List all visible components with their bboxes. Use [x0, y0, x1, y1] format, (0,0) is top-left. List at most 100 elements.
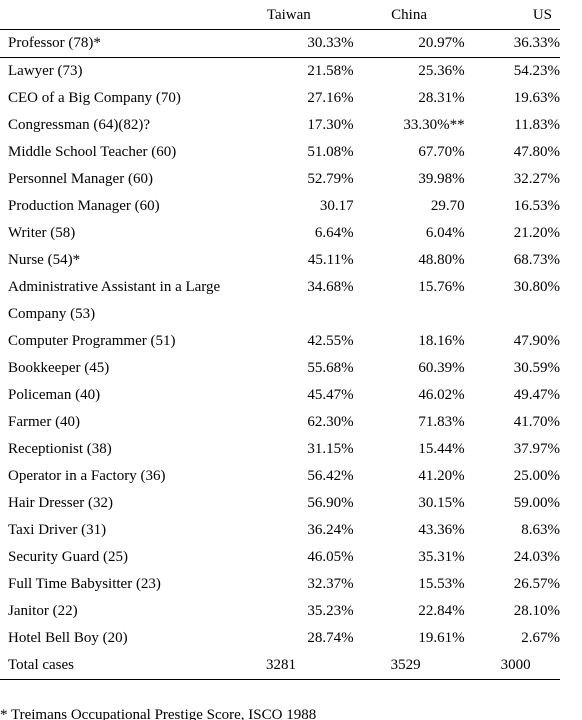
- table-row: Total cases 3281 3529 3000: [0, 652, 560, 680]
- cell-value: 55.68%: [307, 360, 354, 376]
- table-row: Operator in a Factory (36) 56.42% 41.20% 25…: [0, 463, 560, 490]
- row-label: Nurse (54)*: [8, 252, 81, 268]
- cell-value: 41.20%: [418, 468, 465, 484]
- table-row: Hotel Bell Boy (20) 28.74% 19.61% 2.67%: [0, 625, 560, 652]
- cell-value: 47.90%: [513, 333, 560, 349]
- row-label: Personnel Manager (60): [8, 171, 153, 187]
- row-label: Lawyer (73): [8, 63, 83, 79]
- table-row: Congressman (64)(82)? 17.30% 33.30%** 11.83…: [0, 112, 560, 139]
- cell-value: 46.02%: [418, 387, 465, 403]
- table-row: CEO of a Big Company (70) 27.16% 28.31% 19.…: [0, 85, 560, 112]
- cell-value: 43.36%: [418, 522, 465, 538]
- cell-value: 28.31%: [418, 90, 465, 106]
- row-label: Production Manager (60): [8, 198, 160, 214]
- cell-value: 45.11%: [307, 252, 354, 268]
- header-cell: [0, 2, 224, 30]
- cell-value: 11.83%: [514, 117, 560, 133]
- cell-value: 27.16%: [307, 90, 354, 106]
- cell-value: 22.84%: [418, 603, 465, 619]
- table-row: Production Manager (60) 30.17 29.70 16.53%: [0, 193, 560, 220]
- row-label: Bookkeeper (45): [8, 360, 110, 376]
- cell-value: 15.44%: [418, 441, 465, 457]
- table-row: Middle School Teacher (60) 51.08% 67.70% 47…: [0, 139, 560, 166]
- cell-value: 15.53%: [418, 576, 465, 592]
- table-row: Lawyer (73) 21.58% 25.36% 54.23%: [0, 58, 560, 86]
- cell-value: 30.59%: [513, 360, 560, 376]
- cell-value: 19.63%: [513, 90, 560, 106]
- cell-value: 33.30%**: [403, 117, 465, 133]
- cell-value: 29.70: [430, 198, 465, 214]
- row-label: Hair Dresser (32): [8, 495, 113, 511]
- table-row: Receptionist (38) 31.15% 15.44% 37.97%: [0, 436, 560, 463]
- cell-value: 19.61%: [418, 630, 465, 646]
- row-label: Hotel Bell Boy (20): [8, 630, 128, 646]
- cell-value: 3529: [353, 652, 465, 680]
- table-row: Hair Dresser (32) 56.90% 30.15% 59.00%: [0, 490, 560, 517]
- row-label: Janitor (22): [8, 603, 78, 619]
- cell-value: 67.70%: [418, 144, 465, 160]
- cell-value: 71.83%: [418, 414, 465, 430]
- row-label: Full Time Babysitter (23): [8, 576, 161, 592]
- cell-value: 25.00%: [513, 468, 560, 484]
- cell-value: 21.20%: [513, 225, 560, 241]
- table-row: Bookkeeper (45) 55.68% 60.39% 30.59%: [0, 355, 560, 382]
- cell-value: 28.74%: [307, 630, 354, 646]
- table-row: Taxi Driver (31) 36.24% 43.36% 8.63%: [0, 517, 560, 544]
- row-label: Operator in a Factory (36): [8, 468, 166, 484]
- cell-value: 39.98%: [418, 171, 465, 187]
- cell-value: 6.64%: [314, 225, 354, 241]
- cell-value: 46.05%: [307, 549, 354, 565]
- cell-value: 60.39%: [418, 360, 465, 376]
- cell-value: 34.68%: [307, 279, 354, 295]
- cell-value: 37.97%: [513, 441, 560, 457]
- table-row: Security Guard (25) 46.05% 35.31% 24.03%: [0, 544, 560, 571]
- table-row: Writer (58) 6.64% 6.04% 21.20%: [0, 220, 560, 247]
- table-row: Personnel Manager (60) 52.79% 39.98% 32.27%: [0, 166, 560, 193]
- cell-value: 32.27%: [513, 171, 560, 187]
- cell-value: 36.33%: [464, 29, 560, 58]
- table-row: Professor (78)* 30.33% 20.97% 36.33%: [0, 29, 560, 58]
- cell-value: 49.47%: [513, 387, 560, 403]
- row-label: Congressman (64)(82)?: [8, 117, 151, 133]
- cell-value: 30.17: [319, 198, 354, 214]
- cell-value: 68.73%: [513, 252, 560, 268]
- cell-value: 35.23%: [307, 603, 354, 619]
- header-cell: Taiwan: [224, 2, 354, 30]
- row-label: Professor (78)*: [0, 29, 224, 58]
- cell-value: 45.47%: [307, 387, 354, 403]
- table-row: Policeman (40) 45.47% 46.02% 49.47%: [0, 382, 560, 409]
- cell-value: 59.00%: [513, 495, 560, 511]
- cell-value: 30.15%: [418, 495, 465, 511]
- cell-value: 52.79%: [307, 171, 354, 187]
- cell-value: 54.23%: [513, 63, 560, 79]
- cell-value: 20.97%: [353, 29, 465, 58]
- cell-value: 3281: [224, 652, 354, 680]
- cell-value: 47.80%: [513, 144, 560, 160]
- row-label: Administrative Assistant in a Large Comp…: [8, 279, 221, 322]
- cell-value: 15.76%: [418, 279, 465, 295]
- cell-value: 51.08%: [307, 144, 354, 160]
- row-label: Farmer (40): [8, 414, 81, 430]
- cell-value: 18.16%: [418, 333, 465, 349]
- data-table: Taiwan China US Professor (78)* 30.33% 20.…: [0, 2, 560, 680]
- row-label: Receptionist (38): [8, 441, 112, 457]
- table-row: Nurse (54)* 45.11% 48.80% 68.73%: [0, 247, 560, 274]
- cell-value: 36.24%: [307, 522, 354, 538]
- row-label: Taxi Driver (31): [8, 522, 107, 538]
- row-label: Computer Programmer (51): [8, 333, 176, 349]
- cell-value: 2.67%: [521, 630, 560, 646]
- cell-value: 31.15%: [307, 441, 354, 457]
- cell-value: 6.04%: [425, 225, 465, 241]
- cell-value: 21.58%: [307, 63, 354, 79]
- cell-value: 26.57%: [513, 576, 560, 592]
- cell-value: 3000: [464, 652, 560, 680]
- cell-value: 16.53%: [513, 198, 560, 214]
- cell-value: 25.36%: [418, 63, 465, 79]
- header-row: Taiwan China US: [0, 2, 560, 30]
- cell-value: 48.80%: [418, 252, 465, 268]
- cell-value: 56.90%: [307, 495, 354, 511]
- row-label: CEO of a Big Company (70): [8, 90, 181, 106]
- footnote: * Treimans Occupational Prestige Score, …: [0, 707, 317, 720]
- table-row: Full Time Babysitter (23) 32.37% 15.53% 26.…: [0, 571, 560, 598]
